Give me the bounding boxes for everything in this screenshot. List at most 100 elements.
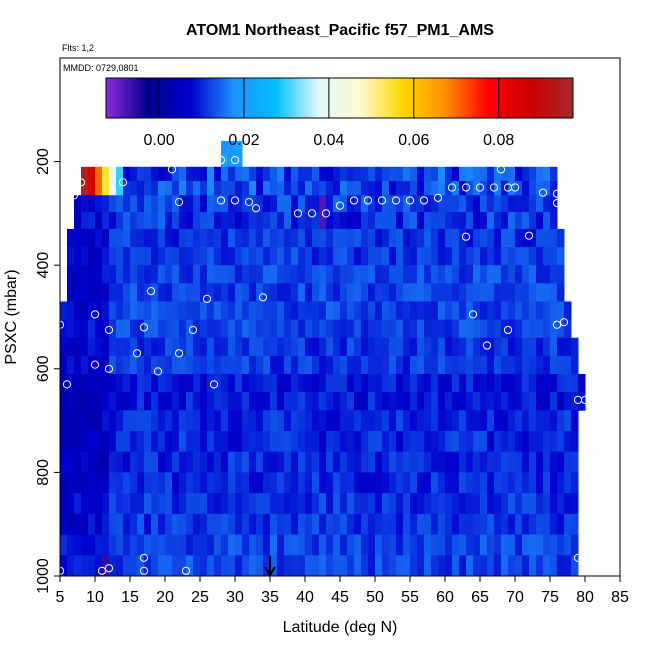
heatmap-cell	[109, 373, 117, 393]
observation-point	[552, 198, 562, 208]
heatmap-cell	[312, 513, 320, 536]
heatmap-cell	[501, 410, 509, 432]
heatmap-cell	[235, 181, 243, 196]
y-tick-label: 800	[35, 459, 52, 486]
heatmap-cell	[200, 410, 208, 432]
heatmap-cell	[151, 265, 159, 284]
heatmap-cell	[228, 410, 236, 432]
heatmap-cell	[417, 247, 425, 266]
heatmap-cell	[417, 228, 425, 248]
heatmap-cell	[375, 195, 383, 213]
heatmap-cell	[389, 392, 397, 411]
heatmap-cell	[60, 534, 68, 556]
heatmap-cell	[501, 195, 509, 213]
heatmap-cell	[186, 212, 194, 230]
heatmap-cell	[235, 392, 243, 411]
heatmap-cell	[179, 513, 187, 536]
heatmap-cell	[214, 212, 222, 230]
heatmap-cell	[172, 247, 180, 266]
heatmap-cell	[95, 337, 103, 357]
heatmap-cell	[473, 410, 481, 432]
heatmap-cell	[452, 319, 460, 339]
heatmap-cell	[382, 319, 390, 339]
heatmap-cell	[347, 392, 355, 411]
heatmap-cell	[354, 265, 362, 284]
heatmap-cell	[480, 319, 488, 339]
heatmap-cell	[319, 534, 327, 556]
heatmap-cell	[515, 493, 523, 515]
heatmap-cell	[445, 247, 453, 266]
heatmap-cell	[473, 513, 481, 536]
heatmap-cell	[473, 555, 481, 577]
heatmap-cell	[522, 392, 530, 411]
heatmap-cell	[403, 355, 411, 375]
heatmap-cell	[179, 228, 187, 248]
heatmap-cell	[459, 493, 467, 515]
heatmap-cell	[368, 195, 376, 213]
heatmap-cell	[144, 247, 152, 266]
heatmap-cell	[424, 283, 432, 302]
heatmap-cell	[480, 228, 488, 248]
heatmap-cell	[410, 534, 418, 556]
heatmap-cell	[277, 373, 285, 393]
heatmap-cell	[130, 513, 138, 536]
observation-point	[139, 323, 149, 332]
observation-point	[538, 188, 548, 197]
heatmap-cell	[522, 373, 530, 393]
heatmap-cell	[445, 265, 453, 284]
heatmap-cell	[347, 355, 355, 375]
heatmap-cell	[571, 534, 579, 556]
heatmap-cell	[305, 534, 313, 556]
heatmap-cell	[410, 373, 418, 393]
heatmap-cell	[445, 166, 453, 182]
heatmap-cell	[228, 373, 236, 393]
heatmap-cell	[263, 337, 271, 357]
heatmap-cell	[347, 181, 355, 196]
heatmap-cell	[74, 472, 82, 494]
heatmap-cell	[417, 392, 425, 411]
heatmap-cell	[347, 301, 355, 321]
heatmap-cell	[487, 534, 495, 556]
observation-point	[391, 196, 401, 205]
heatmap-cell	[396, 534, 404, 556]
heatmap-cell	[123, 430, 131, 453]
heatmap-cell	[361, 319, 369, 339]
heatmap-cell	[494, 493, 502, 515]
heatmap-cell	[347, 534, 355, 556]
heatmap-cell	[333, 337, 341, 357]
heatmap-cell	[95, 472, 103, 494]
heatmap-cell	[137, 392, 145, 411]
heatmap-cell	[74, 319, 82, 339]
heatmap-cell	[389, 337, 397, 357]
heatmap-cell	[235, 337, 243, 357]
heatmap-cell	[305, 319, 313, 339]
heatmap-cell	[179, 355, 187, 375]
heatmap-cell	[291, 247, 299, 266]
heatmap-cell	[186, 265, 194, 284]
heatmap-cell	[466, 337, 474, 357]
heatmap-cell	[445, 283, 453, 302]
observation-point	[552, 189, 562, 198]
heatmap-cell	[557, 410, 565, 432]
heatmap-cell	[501, 301, 509, 321]
heatmap-cell	[193, 410, 201, 432]
heatmap-cell	[116, 472, 124, 494]
heatmap-cell	[130, 195, 138, 213]
heatmap-cell	[242, 181, 250, 196]
x-tick-label: 15	[121, 589, 139, 606]
heatmap-cell	[74, 410, 82, 432]
heatmap-cell	[235, 195, 243, 213]
heatmap-cell	[312, 392, 320, 411]
heatmap-cell	[242, 555, 250, 577]
heatmap-cell	[473, 392, 481, 411]
heatmap-cell	[172, 301, 180, 321]
heatmap-cell	[354, 534, 362, 556]
heatmap-cell	[501, 493, 509, 515]
heatmap-cell	[396, 319, 404, 339]
heatmap-cell	[179, 337, 187, 357]
heatmap-cell	[452, 410, 460, 432]
heatmap-cell	[123, 228, 131, 248]
heatmap-cell	[270, 265, 278, 284]
heatmap-cell	[389, 195, 397, 213]
heatmap-cell	[354, 337, 362, 357]
